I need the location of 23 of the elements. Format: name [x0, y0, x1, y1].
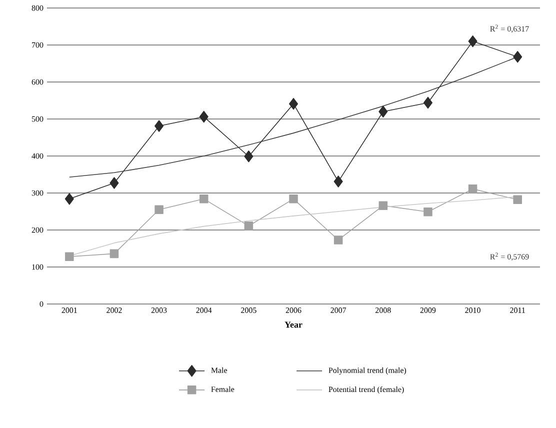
point [378, 106, 388, 118]
point [334, 236, 343, 244]
point [468, 184, 478, 194]
point [65, 252, 74, 262]
point [199, 110, 208, 123]
point [423, 96, 432, 109]
point [110, 177, 119, 189]
point [513, 50, 522, 63]
point [468, 35, 478, 48]
point [378, 201, 388, 210]
point [244, 222, 254, 230]
point [199, 194, 208, 204]
point [244, 150, 254, 162]
x-axis-title: Year [284, 322, 302, 328]
point [334, 176, 343, 188]
point [154, 205, 164, 214]
point [64, 193, 74, 205]
point [154, 120, 164, 132]
point [110, 249, 119, 258]
point [288, 98, 298, 110]
point [513, 195, 522, 204]
point [289, 194, 298, 204]
point [424, 207, 432, 216]
